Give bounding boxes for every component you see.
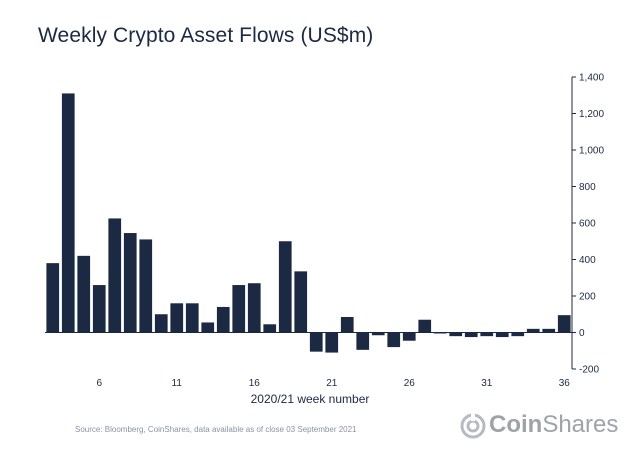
bar-week-5	[77, 255, 91, 333]
coinshares-logo-icon	[460, 413, 486, 439]
bar-week-20	[309, 332, 323, 352]
x-tick-label: 16	[249, 378, 261, 389]
bar-week-33	[511, 332, 525, 337]
bar-week-18	[278, 241, 292, 333]
bar-week-28	[433, 332, 447, 334]
bar-week-7	[108, 218, 122, 333]
bar-week-17	[263, 324, 277, 333]
bar-week-25	[387, 332, 401, 348]
bar-week-19	[294, 271, 308, 333]
x-tick-label: 26	[404, 378, 416, 389]
bar-week-32	[495, 332, 509, 338]
bar-week-26	[402, 332, 416, 341]
x-tick-label: 21	[326, 378, 338, 389]
y-tick-label: 800	[579, 182, 596, 193]
coinshares-logo-text: CoinShares	[489, 411, 618, 439]
bar-week-8	[123, 233, 137, 333]
bar-week-15	[232, 285, 246, 333]
logo-text-regular: Shares	[542, 411, 619, 438]
bar-week-12	[185, 303, 199, 333]
bar-week-35	[542, 328, 556, 333]
y-tick-label: 400	[579, 255, 596, 266]
x-tick-label: 36	[559, 378, 571, 389]
bar-week-29	[449, 332, 463, 337]
bar-week-34	[526, 328, 540, 333]
bar-week-30	[464, 332, 478, 338]
bar-week-22	[340, 316, 354, 333]
bar-week-3	[46, 263, 60, 333]
x-axis-label-text: 2020/21 week number	[250, 392, 370, 406]
x-tick-label: 11	[172, 378, 183, 389]
bar-week-36	[557, 315, 571, 333]
source-note: Source: Bloomberg, CoinShares, data avai…	[75, 425, 357, 434]
bar-week-11	[170, 303, 184, 333]
bar-week-14	[216, 306, 230, 333]
chart-title: Weekly Crypto Asset Flows (US$m)	[38, 24, 374, 47]
bar-week-10	[154, 314, 168, 333]
x-tick-label: 6	[96, 378, 102, 389]
bar-week-23	[356, 332, 370, 350]
bar-week-27	[418, 319, 432, 333]
coinshares-logo: CoinShares	[460, 410, 625, 440]
bar-week-21	[325, 332, 339, 353]
bar-week-9	[139, 239, 153, 333]
bar-week-13	[201, 322, 215, 333]
y-tick-label: 1,200	[579, 109, 604, 120]
bar-week-24	[371, 332, 385, 336]
bar-week-16	[247, 283, 261, 333]
logo-text-bold: Coin	[489, 411, 543, 438]
y-tick-label: 200	[579, 292, 596, 303]
bar-week-6	[92, 285, 106, 333]
y-tick-label: 1,000	[579, 146, 604, 157]
x-tick-label: 31	[481, 378, 493, 389]
y-tick-label: -200	[579, 365, 599, 376]
bar-week-4	[61, 93, 75, 333]
y-tick-label: 600	[579, 219, 596, 230]
x-axis-label: 2020/21 week number	[0, 392, 640, 406]
y-tick-label: 0	[579, 328, 585, 339]
y-tick-label: 1,400	[579, 73, 604, 84]
bar-week-31	[480, 332, 494, 337]
